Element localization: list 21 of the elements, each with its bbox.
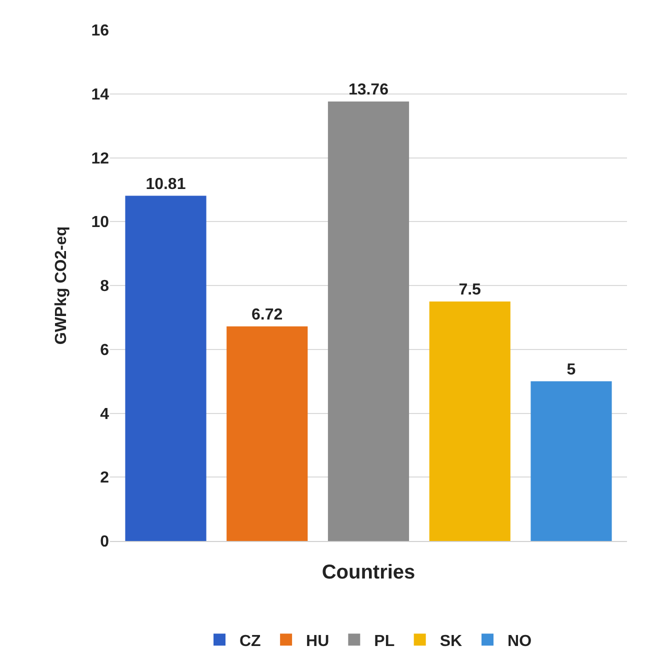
- legend-label: HU: [306, 632, 330, 650]
- x-axis-title: Countries: [322, 562, 416, 584]
- data-label: 13.76: [348, 82, 389, 99]
- y-axis-title: GWPkg CO2-eq: [53, 226, 70, 345]
- y-tick-label: 10: [91, 214, 110, 232]
- legend-label: PL: [374, 632, 395, 650]
- y-tick-label: 12: [91, 150, 110, 168]
- y-tick-label: 0: [100, 534, 110, 551]
- legend-label: CZ: [240, 632, 262, 650]
- y-tick-label: 2: [100, 470, 110, 487]
- data-label: 10.81: [146, 176, 186, 193]
- y-tick-label: 8: [100, 278, 110, 296]
- legend-label: SK: [440, 632, 463, 650]
- y-tick-label: 4: [100, 406, 110, 423]
- y-tick-label: 16: [91, 22, 110, 40]
- data-label: 6.72: [252, 306, 283, 324]
- data-label: 7.5: [458, 281, 482, 298]
- data-label: 5: [566, 361, 576, 378]
- y-tick-label: 14: [91, 86, 110, 104]
- y-tick-label: 6: [100, 342, 110, 359]
- legend-label: NO: [508, 632, 532, 650]
